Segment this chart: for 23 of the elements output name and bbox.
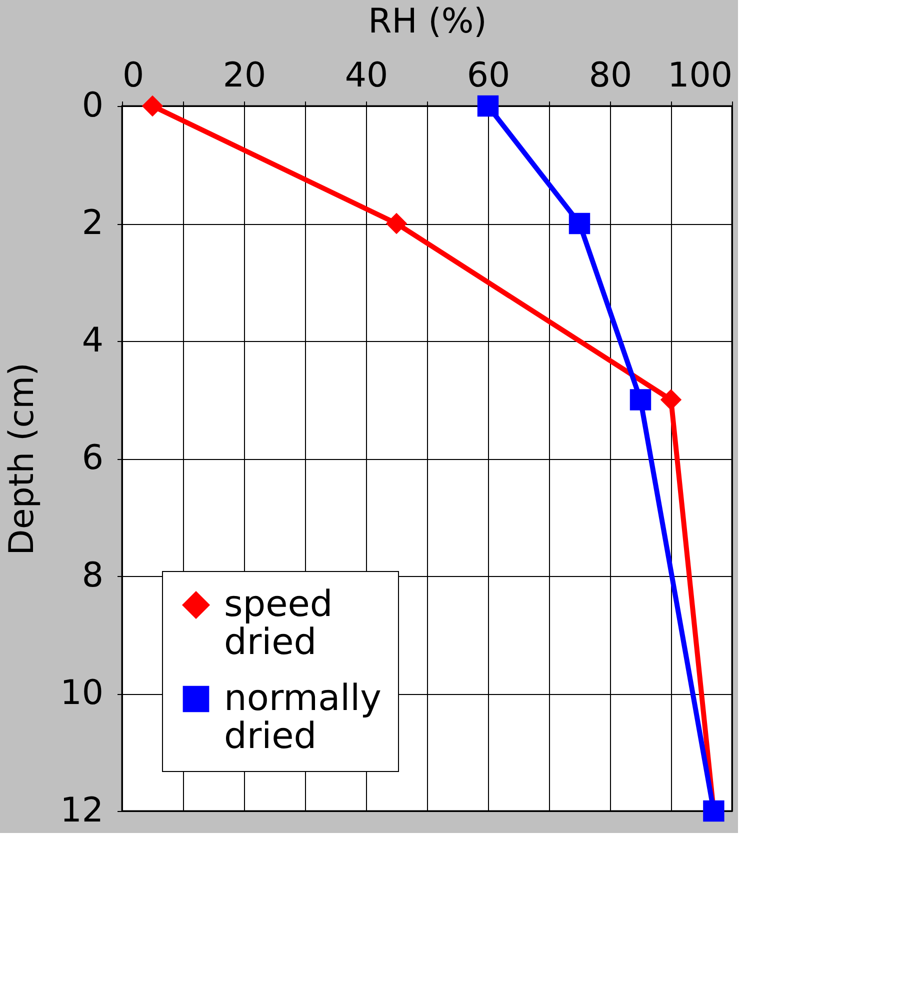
- point: [630, 389, 652, 410]
- x-tick-label: 100: [668, 56, 732, 96]
- x-tick-label: 40: [344, 56, 388, 96]
- y-tick-label: 10: [60, 673, 104, 713]
- point: [386, 212, 408, 234]
- y-tick-label: 12: [60, 790, 104, 830]
- y-tick-label: 6: [82, 438, 104, 478]
- point: [568, 212, 590, 234]
- y-tick-label: 4: [82, 320, 104, 360]
- point: [142, 95, 164, 117]
- x-tick-label: 0: [122, 56, 144, 96]
- point: [660, 389, 682, 410]
- legend-label: normally dried: [224, 678, 382, 757]
- x-tick-label: 80: [588, 56, 632, 96]
- y-tick-label: 2: [82, 203, 104, 243]
- x-tick-label: 60: [466, 56, 510, 96]
- point: [477, 95, 499, 117]
- y-axis-title: Depth (cm): [2, 362, 42, 556]
- y-tick-label: 8: [82, 556, 104, 596]
- legend-label: speed dried: [224, 584, 333, 663]
- y-tick-label: 0: [82, 86, 104, 126]
- x-tick-label: 20: [222, 56, 266, 96]
- x-axis-title: RH (%): [368, 2, 487, 42]
